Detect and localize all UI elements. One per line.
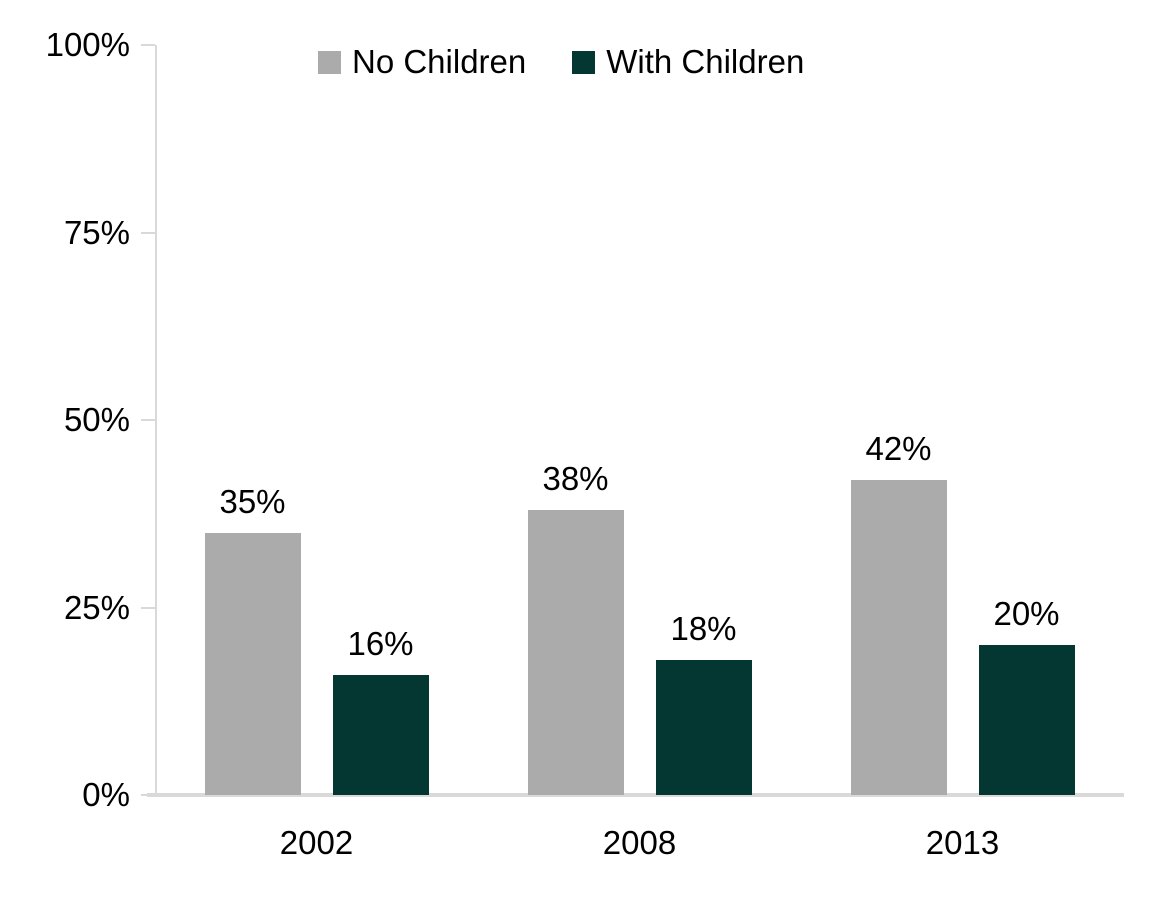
legend-item-with-children: With Children <box>572 44 804 80</box>
x-axis-line <box>147 793 1124 797</box>
x-axis-category-label: 2013 <box>925 824 1000 861</box>
legend-swatch-icon <box>572 50 596 74</box>
y-axis-tick <box>141 231 155 234</box>
x-axis-category-label: 2008 <box>602 824 677 861</box>
y-axis-tick <box>141 794 155 796</box>
bar-no-children <box>850 480 947 795</box>
legend-swatch-icon <box>318 50 341 74</box>
y-axis-tick <box>141 44 155 46</box>
y-axis-tick <box>141 606 155 609</box>
bar-value-label: 16% <box>347 625 414 662</box>
y-axis-line <box>155 45 157 795</box>
y-axis-tick-label: 50% <box>63 401 130 438</box>
bar-value-label: 35% <box>219 482 286 520</box>
x-axis-category-label: 2002 <box>279 824 354 861</box>
y-axis-tick <box>141 419 155 421</box>
bar-no-children <box>204 532 301 795</box>
y-axis-tick-label: 100% <box>45 26 130 63</box>
bar-no-children <box>527 510 624 795</box>
legend-label: With Children <box>606 43 805 80</box>
bar-value-label: 20% <box>993 595 1060 632</box>
y-axis-tick-label: 25% <box>63 588 130 626</box>
bar-with-children <box>655 660 752 795</box>
bar-value-label: 18% <box>670 610 737 647</box>
y-axis-tick-label: 75% <box>63 213 130 251</box>
bar-value-label: 42% <box>865 430 932 467</box>
bar-with-children <box>978 645 1075 795</box>
bar-with-children <box>332 675 429 795</box>
y-axis-tick-label: 0% <box>82 776 130 813</box>
chart-legend: No Children With Children <box>318 44 804 80</box>
legend-item-no-children: No Children <box>318 44 526 80</box>
legend-label: No Children <box>352 43 527 80</box>
bar-value-label: 38% <box>542 460 609 497</box>
